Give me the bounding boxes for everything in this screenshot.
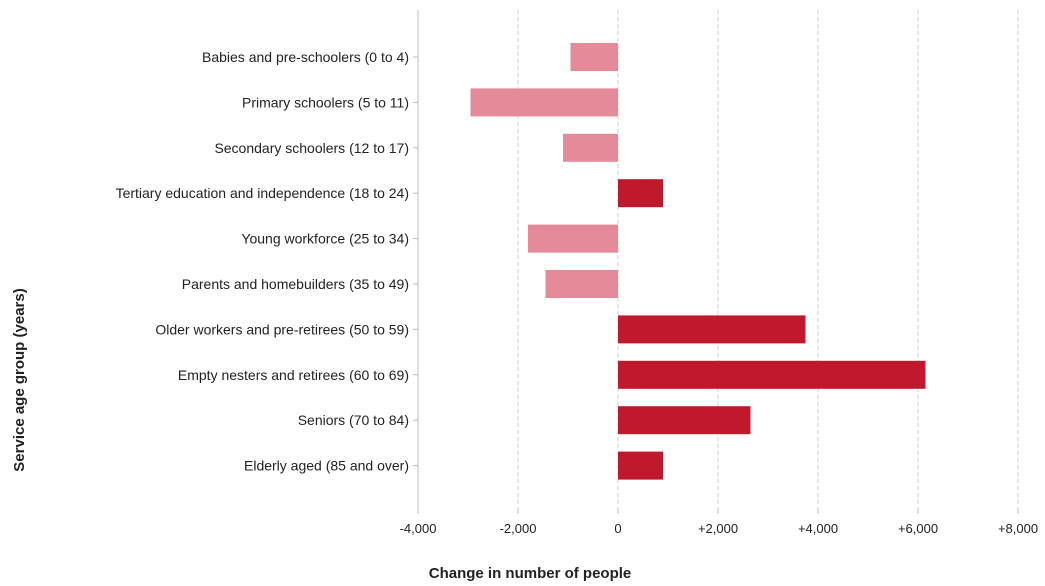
bar bbox=[563, 133, 618, 162]
x-tick-label: +8,000 bbox=[998, 521, 1038, 536]
category-label: Elderly aged (85 and over) bbox=[244, 458, 409, 474]
bar bbox=[570, 43, 618, 71]
grid-lines bbox=[517, 10, 1019, 508]
bar bbox=[618, 451, 663, 480]
y-axis bbox=[413, 10, 419, 508]
x-tick-label: +2,000 bbox=[698, 521, 738, 536]
x-tick-label: -4,000 bbox=[400, 521, 437, 536]
category-label: Parents and homebuilders (35 to 49) bbox=[182, 276, 409, 292]
category-label: Seniors (70 to 84) bbox=[298, 412, 409, 428]
x-tick-label: +6,000 bbox=[898, 521, 938, 536]
category-label: Older workers and pre-retirees (50 to 59… bbox=[155, 321, 409, 337]
x-tick-label: -2,000 bbox=[500, 521, 537, 536]
bar bbox=[618, 179, 663, 208]
category-label: Secondary schoolers (12 to 17) bbox=[214, 140, 409, 156]
bar bbox=[470, 88, 618, 117]
y-axis-title: Service age group (years) bbox=[11, 288, 28, 471]
x-tick-labels: -4,000 -2,000 0 +2,000 +4,000 +6,000 +8,000 bbox=[400, 508, 1038, 536]
bar bbox=[545, 270, 618, 298]
category-label: Young workforce (25 to 34) bbox=[241, 231, 409, 247]
bar bbox=[618, 360, 926, 389]
category-label: Tertiary education and independence (18 … bbox=[116, 185, 409, 201]
x-tick-label: +4,000 bbox=[798, 521, 838, 536]
bars bbox=[470, 43, 926, 480]
category-label: Primary schoolers (5 to 11) bbox=[242, 94, 409, 110]
x-axis-title: Change in number of people bbox=[429, 565, 632, 582]
bar bbox=[528, 224, 618, 253]
x-tick-label: 0 bbox=[614, 521, 621, 536]
category-labels: Babies and pre-schoolers (0 to 4) Primary… bbox=[116, 49, 409, 474]
category-label: Empty nesters and retirees (60 to 69) bbox=[178, 367, 409, 383]
bar bbox=[618, 406, 751, 435]
category-label: Babies and pre-schoolers (0 to 4) bbox=[202, 49, 409, 65]
bar bbox=[618, 315, 806, 344]
